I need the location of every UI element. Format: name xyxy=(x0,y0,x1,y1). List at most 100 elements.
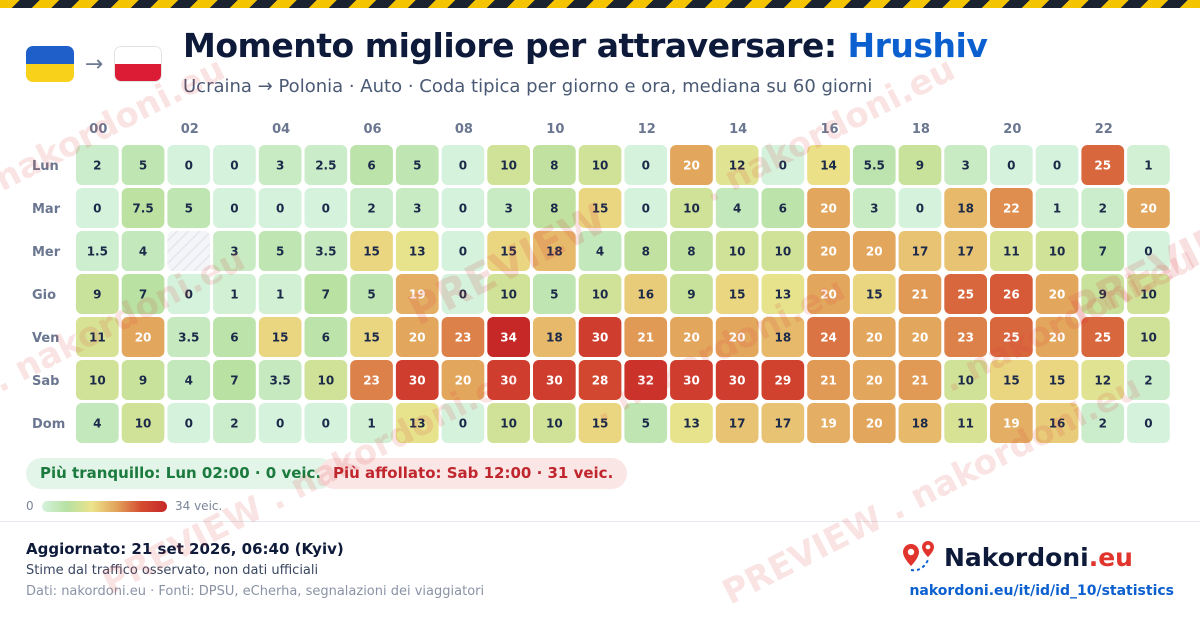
heatmap-cell-value: 10 xyxy=(546,417,563,431)
heatmap-cell xyxy=(807,360,850,400)
heatmap-cell-value: 0 xyxy=(642,202,650,216)
heatmap-cell xyxy=(670,231,713,271)
heatmap-cell xyxy=(807,403,850,443)
heatmap-cell xyxy=(258,188,302,228)
heatmap-cell-value: 10 xyxy=(592,288,609,302)
route-flags: → xyxy=(26,46,162,82)
brand-name: Nakordoni.eu xyxy=(944,542,1133,572)
heatmap-cell-value: 10 xyxy=(500,417,517,431)
heatmap-cell xyxy=(624,403,668,443)
heatmap-cell-value: 8 xyxy=(550,202,558,216)
crossing-name: Hrushiv xyxy=(847,26,988,65)
heatmap-cell xyxy=(350,274,393,314)
heatmap-cell xyxy=(898,403,942,443)
legend-max-label: 34 veic. xyxy=(175,499,223,513)
hour-tick-label: 02 xyxy=(181,122,199,137)
ukraine-flag-icon xyxy=(26,46,74,82)
heatmap-cell xyxy=(121,403,165,443)
heatmap-cell-value: 19 xyxy=(409,288,426,302)
heatmap-cell-value: 0 xyxy=(322,417,330,431)
heatmap-cell xyxy=(1127,403,1170,443)
heatmap-cell-value: 9 xyxy=(916,159,924,173)
heatmap-cell xyxy=(76,317,119,357)
heatmap-cell-value: 1 xyxy=(367,417,375,431)
heatmap-cell xyxy=(670,317,713,357)
heatmap-cell-value: 10 xyxy=(729,245,746,259)
heatmap-cell xyxy=(76,188,119,228)
hour-tick-label: 18 xyxy=(912,122,930,137)
heatmap-cell xyxy=(944,403,987,443)
heatmap-cell xyxy=(1081,360,1125,400)
heatmap-cell xyxy=(670,188,713,228)
heatmap-cell xyxy=(304,403,348,443)
heatmap-cell-value: 20 xyxy=(866,417,883,431)
heatmap-cell-value: 30 xyxy=(409,374,426,388)
heatmap-cell-value: 17 xyxy=(774,417,791,431)
heatmap-cell xyxy=(852,231,896,271)
heatmap-cell xyxy=(1035,317,1079,357)
heatmap-cell-value: 10 xyxy=(957,374,974,388)
heatmap-cell-value: 19 xyxy=(1003,417,1020,431)
heatmap-cell xyxy=(213,231,256,271)
heatmap-cell xyxy=(121,360,165,400)
heatmap-cell xyxy=(578,188,622,228)
statistics-link[interactable]: nakordoni.eu/it/id/id_10/statistics xyxy=(909,583,1174,599)
heatmap-cell xyxy=(395,188,439,228)
heatmap-cell xyxy=(1081,274,1125,314)
heatmap-cell xyxy=(624,145,668,185)
heatmap-cell xyxy=(624,188,668,228)
heatmap-cell-value: 5 xyxy=(413,159,421,173)
heatmap-cell xyxy=(624,360,668,400)
heatmap-cell xyxy=(944,231,987,271)
heatmap-cell xyxy=(213,274,256,314)
heatmap-cell-value: 11 xyxy=(957,417,974,431)
heatmap-cell xyxy=(167,360,211,400)
heatmap-cell xyxy=(990,231,1033,271)
heatmap-cell-value: 20 xyxy=(683,331,700,345)
heatmap-cell xyxy=(167,403,211,443)
heatmap-cell-value: 0 xyxy=(185,159,193,173)
heatmap-cell-value: 30 xyxy=(592,331,609,345)
heatmap-cell xyxy=(944,317,987,357)
heatmap-cell-value: 13 xyxy=(409,245,426,259)
heatmap-cell-value: 15 xyxy=(729,288,746,302)
hour-tick-label: 12 xyxy=(638,122,656,137)
heatmap-cell xyxy=(350,360,393,400)
heatmap-cell-value: 18 xyxy=(912,417,929,431)
heatmap-cell xyxy=(213,403,256,443)
heatmap-cell-value: 21 xyxy=(637,331,654,345)
heatmap-cell-value: 23 xyxy=(957,331,974,345)
heatmap-cell xyxy=(487,274,530,314)
heatmap-cell xyxy=(944,188,987,228)
heatmap-cell-value: 20 xyxy=(820,245,837,259)
heatmap-cell-value: 5 xyxy=(185,202,193,216)
heatmap-cell-value: 17 xyxy=(912,245,929,259)
legend-min-label: 0 xyxy=(26,499,34,513)
heatmap-cell xyxy=(715,360,759,400)
heatmap-cell xyxy=(441,145,485,185)
heatmap-cell-value: 12 xyxy=(1094,374,1111,388)
heatmap-cell xyxy=(304,274,348,314)
heatmap-cell xyxy=(898,317,942,357)
hour-tick-label: 06 xyxy=(364,122,382,137)
heatmap-cell-value: 28 xyxy=(592,374,609,388)
heatmap-cell xyxy=(258,274,302,314)
heatmap-cell-value: 1 xyxy=(276,288,284,302)
heatmap-cell-value: 21 xyxy=(820,374,837,388)
page-title: Momento migliore per attraversare: Hrush… xyxy=(183,26,988,65)
heatmap-cell-value: 5 xyxy=(550,288,558,302)
heatmap-cell-value: 7 xyxy=(1099,245,1107,259)
heatmap-cell-value: 4 xyxy=(139,245,147,259)
heatmap-cell xyxy=(350,403,393,443)
heatmap-cell xyxy=(350,188,393,228)
heatmap-cell-value: 30 xyxy=(729,374,746,388)
heatmap-cell-value: 30 xyxy=(683,374,700,388)
heatmap-cell xyxy=(807,231,850,271)
heatmap-cell xyxy=(533,403,576,443)
heatmap-cell xyxy=(76,274,119,314)
heatmap-cell-value: 9 xyxy=(687,288,695,302)
heatmap-cell-value: 10 xyxy=(135,417,152,431)
heatmap-cell-value: 20 xyxy=(409,331,426,345)
heatmap-cell-value: 20 xyxy=(866,331,883,345)
heatmap-cell xyxy=(395,231,439,271)
